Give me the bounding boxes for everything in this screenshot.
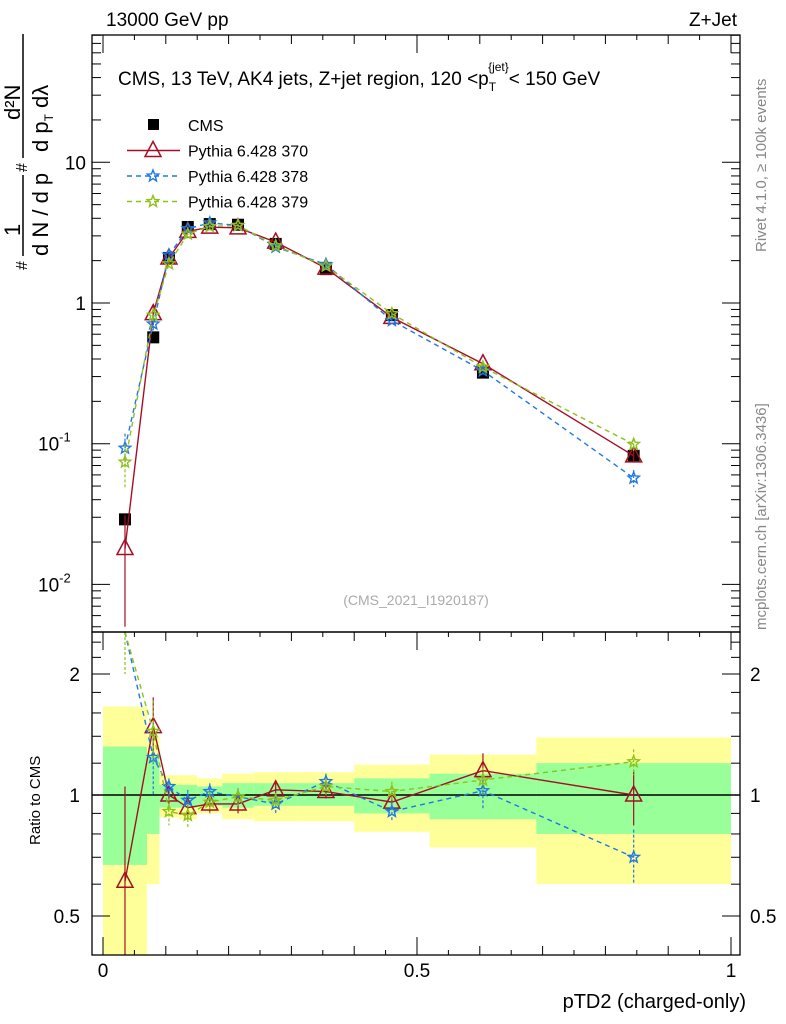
ratio-y-tick-label: 0.5: [54, 907, 80, 928]
title-sub: T: [489, 80, 497, 94]
series-marker-3: [180, 226, 196, 241]
ratio-marker-1: [268, 796, 284, 811]
series-line-3: [124, 224, 634, 463]
y-tick-label: 1: [75, 294, 86, 315]
header-right: Z+Jet: [689, 10, 738, 31]
y-tick-label: 10: [65, 153, 86, 174]
ratio-y-tick-label: 1: [69, 786, 80, 807]
series-marker-3: [384, 305, 400, 321]
series-marker-3: [268, 237, 284, 253]
ratio-y-tick-label: 2: [69, 665, 80, 686]
title-main: CMS, 13 TeV, AK4 jets, Z+jet region, 120…: [118, 69, 489, 90]
series-marker-3: [475, 359, 491, 374]
legend-label: Pythia 6.428 370: [188, 144, 308, 161]
series-line-2: [124, 222, 635, 479]
legend: CMS Pythia 6.428 370 Pythia 6.428 378 Pythi…: [127, 118, 308, 212]
y-tick-label: 10-1: [38, 430, 71, 456]
ylabel-hash2: #: [14, 163, 31, 172]
series-marker-3: [161, 255, 177, 271]
ratio-marker-1: [626, 849, 642, 864]
ratio-marker-0: [316, 780, 336, 799]
x-tick-label: 0.5: [404, 961, 430, 982]
series-marker-3: [117, 454, 133, 469]
legend-marker-cms: [148, 119, 159, 130]
ratio-marker-2: [384, 783, 400, 798]
ylabel-den1: d N / d p: [28, 173, 53, 256]
ratio-line-1: [124, 631, 634, 858]
legend-marker: [143, 139, 163, 158]
ratio-line-2: [124, 631, 634, 817]
ylabel-num2: d²N: [0, 85, 25, 120]
y-axis-label: # 1 d N / d p # d²N d pT dλ: [0, 34, 56, 270]
ratio-marker-2: [268, 792, 284, 807]
plot-title: CMS, 13 TeV, AK4 jets, Z+jet region, 120…: [118, 60, 600, 94]
legend-marker: [145, 168, 161, 183]
ratio-marker-0: [115, 870, 135, 889]
y-tick-label: 10-2: [38, 570, 71, 596]
ratio-marker-2: [230, 788, 246, 804]
ratio-marker-1: [180, 792, 196, 807]
ratio-marker-2: [161, 803, 177, 818]
ratio-marker-0: [624, 784, 643, 802]
ratio-marker-2: [180, 807, 196, 822]
series-marker-3: [626, 436, 642, 451]
series-marker-2: [384, 312, 400, 327]
series-marker-3: [202, 218, 218, 233]
ratio-marker-2: [475, 772, 491, 787]
ylabel-hash: #: [14, 261, 31, 270]
ratio-marker-2: [202, 794, 218, 809]
ratio-y-tick-label-right: 0.5: [750, 907, 776, 928]
ratio-y-label: Ratio to CMS: [27, 756, 44, 845]
ylabel-den2: d pT dλ: [28, 85, 56, 152]
legend-label: Pythia 6.428 379: [188, 195, 308, 212]
x-tick-label: 1: [726, 961, 737, 982]
series-marker-3: [230, 217, 246, 232]
series-marker-1: [228, 217, 248, 235]
series-marker-3: [318, 258, 334, 273]
title-tail: < 150 GeV: [509, 69, 601, 90]
legend-label: CMS: [188, 118, 224, 135]
ratio-marker-1: [161, 778, 177, 793]
series-marker-3: [145, 307, 161, 322]
ratio-marker-2: [145, 723, 161, 738]
ratio-plot-frame: [91, 631, 741, 956]
mcplots-label: mcplots.cern.ch [arXiv:1306.3436]: [753, 403, 770, 630]
ratio-marker-2: [626, 753, 642, 769]
series-marker-1: [624, 445, 643, 463]
legend-marker: [145, 193, 161, 208]
ratio-marker-2: [318, 778, 334, 793]
series-marker-1: [115, 537, 135, 556]
title-sup: {jet}: [488, 60, 509, 74]
watermark: (CMS_2021_I1920187): [343, 592, 489, 608]
ratio-y-tick-label-right: 2: [750, 665, 761, 686]
ratio-marker-1: [384, 803, 400, 818]
legend-label: Pythia 6.428 378: [188, 169, 308, 186]
rivet-label: Rivet 4.1.0, ≥ 100k events: [753, 79, 770, 252]
ratio-y-tick-label-right: 1: [750, 786, 761, 807]
series-marker-2: [180, 220, 196, 236]
series-marker-1: [316, 257, 336, 275]
x-tick-label: 0: [98, 961, 109, 982]
series-marker-2: [626, 470, 642, 485]
header-left: 13000 GeV pp: [106, 10, 229, 31]
x-axis-label: pTD2 (charged-only): [563, 991, 746, 1013]
series-line-1: [124, 226, 635, 549]
ylabel-num1: 1: [0, 224, 25, 236]
series-marker-2: [145, 316, 161, 331]
